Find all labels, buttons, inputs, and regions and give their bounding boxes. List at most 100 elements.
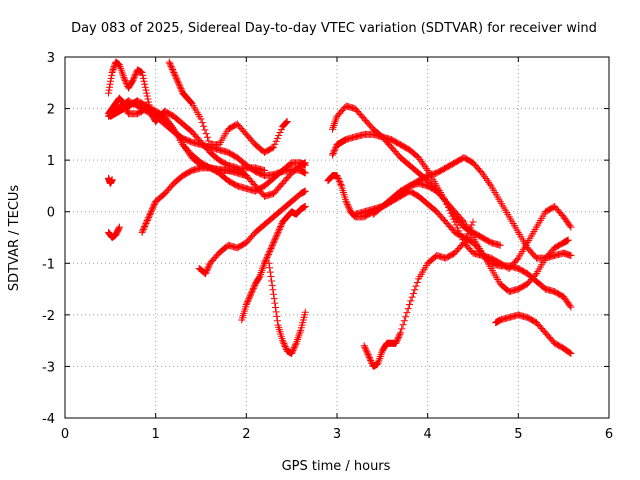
data-point [272,137,280,145]
data-point [513,256,521,264]
data-point [140,224,148,232]
data-point [275,131,283,139]
data-point [108,68,116,76]
data-point [328,125,336,133]
data-point [457,233,465,241]
data-point [148,206,156,214]
data-point [459,236,467,244]
data-point [119,70,127,78]
data-point [267,245,275,253]
data-point [279,337,287,345]
data-point [407,297,415,305]
data-point [170,70,178,78]
x-axis-label: GPS time / hours [282,459,391,474]
data-point [345,205,353,213]
data-point [408,293,416,301]
data-point [292,341,300,349]
data-point [448,212,456,220]
data-point [281,341,289,349]
data-point [110,64,118,72]
data-point [247,290,255,298]
data-point [455,227,463,235]
data-point [344,202,352,210]
data-point [361,343,369,351]
data-point [172,74,180,82]
data-point [175,80,183,88]
data-point [268,243,276,251]
data-point [273,317,281,325]
data-point [274,228,282,236]
data-point [282,118,290,126]
data-point [365,352,373,360]
data-point [277,126,285,134]
data-point [271,299,279,307]
data-point [294,334,302,342]
data-point [270,237,278,245]
data-point [301,161,309,169]
data-point [275,227,283,235]
data-point [242,172,250,180]
data-point [567,223,575,231]
data-point [243,299,251,307]
data-point [167,61,175,69]
data-point [115,224,123,232]
data-point [150,202,158,210]
y-tick-label: -1 [42,257,55,272]
series-sat-r [492,311,575,358]
data-point [395,332,403,340]
data-point [202,130,210,138]
data-point [446,206,454,214]
data-point [282,119,290,127]
data-point [279,338,287,346]
data-point [367,358,375,366]
data-point [172,73,180,81]
data-point [566,349,574,357]
data-point [139,225,147,233]
data-point [301,169,309,177]
data-point [150,200,158,208]
data-point [246,292,254,300]
data-point [168,64,176,72]
data-point [268,277,276,285]
series-sat-g [138,164,250,236]
x-tick-label: 6 [605,427,613,442]
data-point [293,337,301,345]
y-tick-label: 0 [47,206,55,221]
data-point [343,200,351,208]
data-point [249,284,257,292]
data-point [396,330,404,338]
y-tick-label: -4 [42,412,55,427]
data-point [148,205,156,213]
data-point [412,282,420,290]
data-point [334,173,342,181]
data-point [466,224,474,232]
data-point [392,339,400,347]
data-point [329,150,337,158]
data-point [331,145,339,153]
data-point [255,273,263,281]
data-point [108,176,116,184]
data-point [453,224,461,232]
x-tick-label: 2 [242,427,250,442]
data-point [178,86,186,94]
series-sat-e [105,174,116,187]
data-point [266,247,274,255]
data-point [174,79,182,87]
data-point [200,122,208,130]
data-point [270,295,278,303]
data-point [396,329,404,337]
data-point [337,180,345,188]
data-point [139,71,147,79]
data-point [263,253,271,261]
series-sat-d [106,97,268,174]
data-point [459,217,467,225]
data-point [345,203,353,211]
data-point [330,147,338,155]
data-point [330,122,338,130]
data-point [277,222,285,230]
data-point [531,271,539,279]
data-point [176,82,184,90]
data-point [452,221,460,229]
data-point [567,252,575,260]
data-point [259,265,267,273]
